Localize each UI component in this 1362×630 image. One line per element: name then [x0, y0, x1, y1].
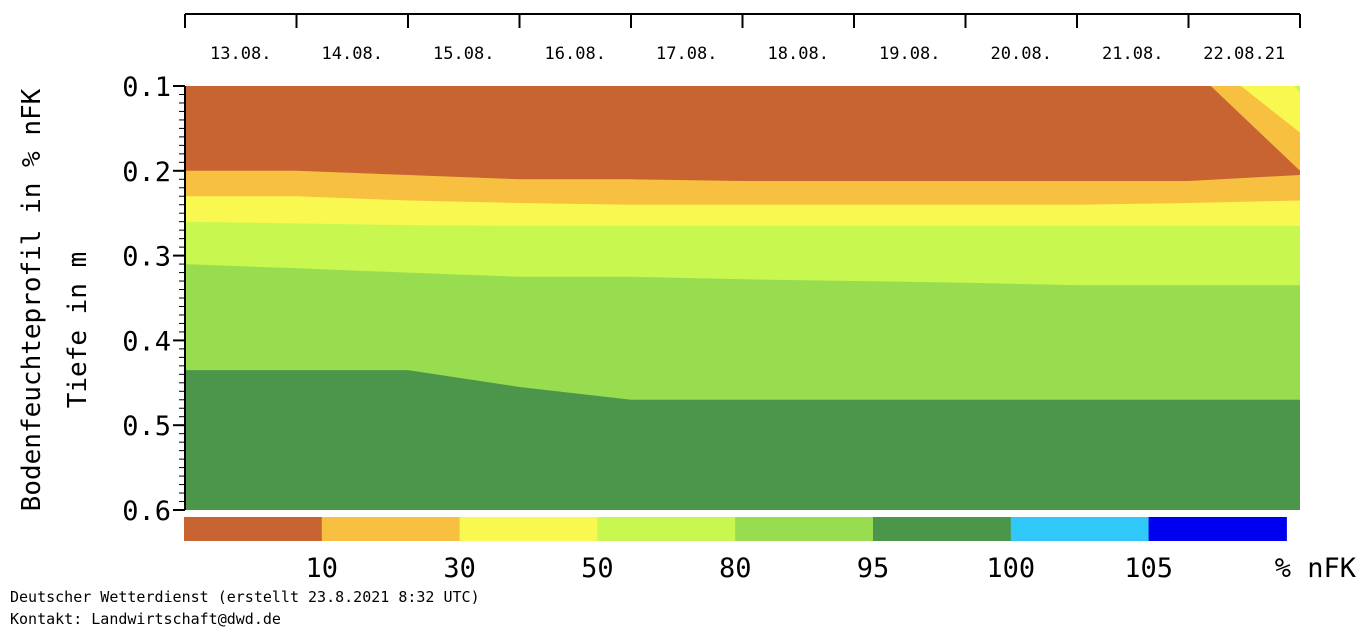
legend-tick-label: 95 [857, 553, 890, 584]
y-tick-label: 0.1 [122, 72, 171, 103]
y-tick-label: 0.4 [122, 326, 171, 357]
y-tick-label: 0.6 [122, 496, 171, 527]
x-tick-label: 16.08. [545, 44, 606, 64]
legend-tick-label: 50 [581, 553, 614, 584]
topright-patch-1 [1240, 86, 1300, 133]
legend-swatch-80-95 [735, 517, 874, 541]
y-axis-ticks: 0.1 0.2 0.3 0.4 0.5 0.6 [122, 72, 185, 527]
y-tick-label: 0.5 [122, 411, 171, 442]
legend-swatch-100-105 [1010, 517, 1150, 541]
legend-unit-label: % nFK [1275, 553, 1357, 584]
band-95-100 [185, 370, 1300, 510]
x-tick-label: 22.08.21 [1203, 44, 1285, 64]
footer-contact: Kontakt: Landwirtschaft@dwd.de [10, 610, 281, 628]
legend-tick-label: 30 [443, 553, 476, 584]
y-tick-label: 0.2 [122, 157, 171, 188]
legend-tick-label: 100 [986, 553, 1035, 584]
x-tick-label: 21.08. [1102, 44, 1163, 64]
x-tick-label: 19.08. [879, 44, 940, 64]
color-legend: 10 30 50 80 95 100 105 % nFK [184, 517, 1357, 584]
x-tick-label: 18.08. [768, 44, 829, 64]
x-axis-ticks: 13.08. 14.08. 15.08. 16.08. 17.08. 18.08. 19.0… [184, 14, 1301, 64]
legend-swatch-<10 [184, 517, 323, 541]
legend-swatch-95-100 [873, 517, 1012, 541]
moisture-bands [185, 86, 1300, 511]
y-axis-label-line1: Bodenfeuchteprofil in % nFK [17, 88, 47, 511]
x-tick-label: 15.08. [433, 44, 494, 64]
x-tick-label: 13.08. [210, 44, 271, 64]
x-tick-label: 20.08. [991, 44, 1052, 64]
footer-credit: Deutscher Wetterdienst (erstellt 23.8.20… [10, 588, 480, 606]
y-axis-label-line2: Tiefe in m [63, 252, 93, 409]
y-tick-label: 0.3 [122, 242, 171, 273]
legend-swatch-30-50 [459, 517, 598, 541]
legend-swatch-10-30 [321, 517, 461, 541]
legend-tick-label: 10 [306, 553, 339, 584]
x-tick-label: 17.08. [656, 44, 717, 64]
legend-swatch-50-80 [597, 517, 736, 541]
x-tick-label: 14.08. [322, 44, 383, 64]
legend-swatch->105 [1148, 517, 1287, 541]
legend-tick-label: 105 [1124, 553, 1173, 584]
topright-patch-2 [1294, 86, 1300, 93]
legend-tick-label: 80 [719, 553, 752, 584]
